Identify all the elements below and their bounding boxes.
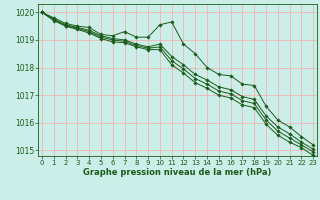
X-axis label: Graphe pression niveau de la mer (hPa): Graphe pression niveau de la mer (hPa) [84, 168, 272, 177]
